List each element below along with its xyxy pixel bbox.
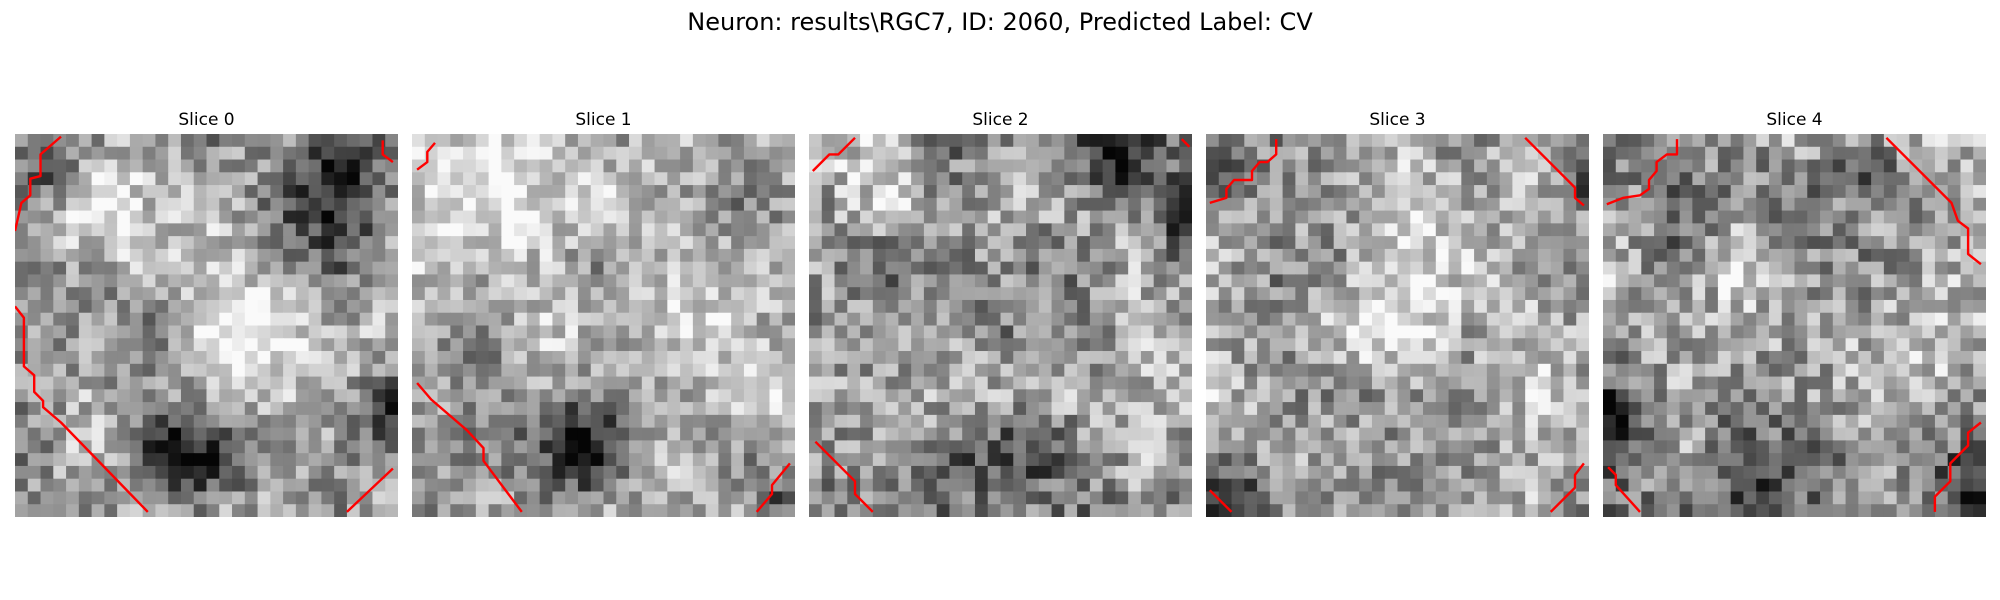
slice-panel-0: Slice 0	[15, 108, 398, 518]
contour-line	[346, 467, 394, 513]
slice-title-1: Slice 1	[575, 110, 632, 130]
contour-line	[1549, 462, 1585, 513]
slice-image-1	[412, 134, 795, 517]
contour-line	[381, 140, 394, 164]
contour-line	[755, 462, 791, 513]
slice-panel-4: Slice 4	[1603, 108, 1986, 518]
slice-image-4	[1603, 134, 1986, 517]
contour-line	[1524, 136, 1585, 207]
slice-image-2	[809, 134, 1192, 517]
slice-panel-2: Slice 2	[809, 108, 1192, 518]
slice-title-0: Slice 0	[178, 110, 235, 130]
slice-panel-3: Slice 3	[1206, 108, 1589, 518]
contour-line	[1209, 139, 1278, 205]
slice-title-3: Slice 3	[1369, 110, 1426, 130]
figure-title: Neuron: results\RGC7, ID: 2060, Predicte…	[687, 8, 1313, 36]
contour-line	[15, 135, 62, 232]
contour-line	[1933, 421, 1982, 512]
slice-panel-1: Slice 1	[412, 108, 795, 518]
slice-image-3	[1206, 134, 1589, 517]
contour-line	[1208, 489, 1233, 513]
contour-line	[814, 440, 874, 513]
slice-title-2: Slice 2	[972, 110, 1029, 130]
contour-line	[1606, 139, 1679, 206]
contour-line	[1885, 136, 1982, 266]
contour-line	[811, 136, 856, 172]
contour-line	[1180, 138, 1191, 148]
contour-line	[416, 142, 436, 171]
contour-line	[15, 305, 149, 513]
contour-line	[416, 382, 523, 513]
slice-image-0	[15, 134, 398, 517]
slice-title-4: Slice 4	[1766, 110, 1823, 130]
contour-line	[1607, 466, 1641, 513]
